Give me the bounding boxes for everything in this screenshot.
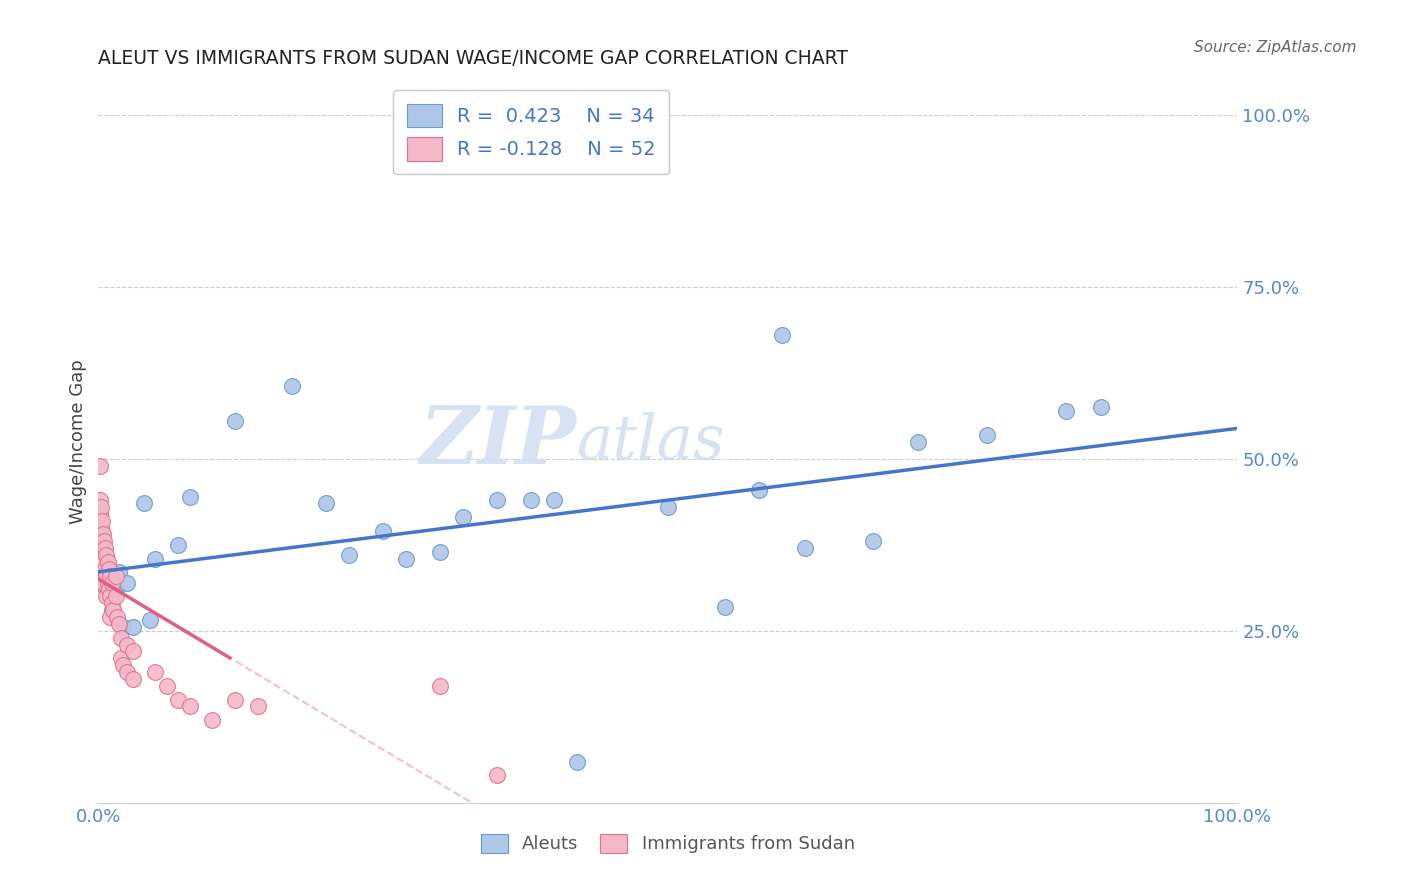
Point <box>907 434 929 449</box>
Point <box>94 562 117 576</box>
Point <box>89 458 111 473</box>
Point <box>451 510 474 524</box>
Point <box>112 658 135 673</box>
Point <box>121 672 143 686</box>
Point <box>224 692 246 706</box>
Point <box>862 534 884 549</box>
Point <box>145 665 167 679</box>
Point <box>108 616 131 631</box>
Point <box>90 555 112 569</box>
Point <box>976 427 998 442</box>
Point <box>121 644 143 658</box>
Point <box>167 538 190 552</box>
Point <box>281 379 304 393</box>
Point <box>98 568 121 582</box>
Point <box>179 490 201 504</box>
Point <box>138 614 160 628</box>
Text: ALEUT VS IMMIGRANTS FROM SUDAN WAGE/INCOME GAP CORRELATION CHART: ALEUT VS IMMIGRANTS FROM SUDAN WAGE/INCO… <box>98 48 848 68</box>
Point <box>395 551 418 566</box>
Point <box>89 507 111 521</box>
Point <box>91 527 114 541</box>
Point <box>101 603 124 617</box>
Legend: Aleuts, Immigrants from Sudan: Aleuts, Immigrants from Sudan <box>475 829 860 859</box>
Point <box>371 524 394 538</box>
Point <box>98 590 121 604</box>
Point <box>103 603 125 617</box>
Point <box>115 638 138 652</box>
Point <box>90 541 112 556</box>
Point <box>96 575 118 590</box>
Point <box>91 568 114 582</box>
Point <box>104 590 127 604</box>
Point <box>89 534 111 549</box>
Point <box>89 493 111 508</box>
Point <box>96 590 118 604</box>
Point <box>167 692 190 706</box>
Point <box>115 575 138 590</box>
Y-axis label: Wage/Income Gap: Wage/Income Gap <box>69 359 87 524</box>
Text: atlas: atlas <box>576 411 725 472</box>
Point <box>337 548 360 562</box>
Point <box>90 534 112 549</box>
Point <box>145 551 167 566</box>
Point <box>108 566 131 580</box>
Point <box>101 575 124 590</box>
Point <box>486 493 509 508</box>
Point <box>486 768 509 782</box>
Text: Source: ZipAtlas.com: Source: ZipAtlas.com <box>1194 40 1357 55</box>
Point <box>90 575 112 590</box>
Point <box>90 500 112 514</box>
Point <box>543 493 565 508</box>
Point <box>121 620 143 634</box>
Point <box>110 651 132 665</box>
Point <box>98 610 121 624</box>
Point <box>104 568 127 582</box>
Point <box>714 599 737 614</box>
Point <box>657 500 679 514</box>
Point <box>101 596 124 610</box>
Point <box>96 568 118 582</box>
Point <box>93 555 115 569</box>
Point <box>112 620 135 634</box>
Point <box>429 544 451 558</box>
Point <box>104 582 127 597</box>
Point <box>97 562 120 576</box>
Point <box>179 699 201 714</box>
Point <box>94 541 117 556</box>
Point <box>1090 400 1112 414</box>
Point <box>93 534 115 549</box>
Point <box>105 610 128 624</box>
Point <box>96 548 118 562</box>
Point <box>793 541 815 556</box>
Text: ZIP: ZIP <box>420 403 576 480</box>
Point <box>93 575 115 590</box>
Point <box>315 496 337 510</box>
Point <box>246 699 269 714</box>
Point <box>91 548 114 562</box>
Point <box>156 679 179 693</box>
Point <box>1054 403 1078 417</box>
Point <box>224 414 246 428</box>
Point <box>520 493 543 508</box>
Point <box>110 631 132 645</box>
Point <box>96 555 118 569</box>
Point <box>201 713 224 727</box>
Point <box>770 327 793 342</box>
Point <box>565 755 588 769</box>
Point <box>115 665 138 679</box>
Point <box>97 582 120 597</box>
Point <box>132 496 155 510</box>
Point <box>93 579 115 593</box>
Point <box>90 520 112 534</box>
Point <box>748 483 770 497</box>
Point <box>90 514 112 528</box>
Point <box>429 679 451 693</box>
